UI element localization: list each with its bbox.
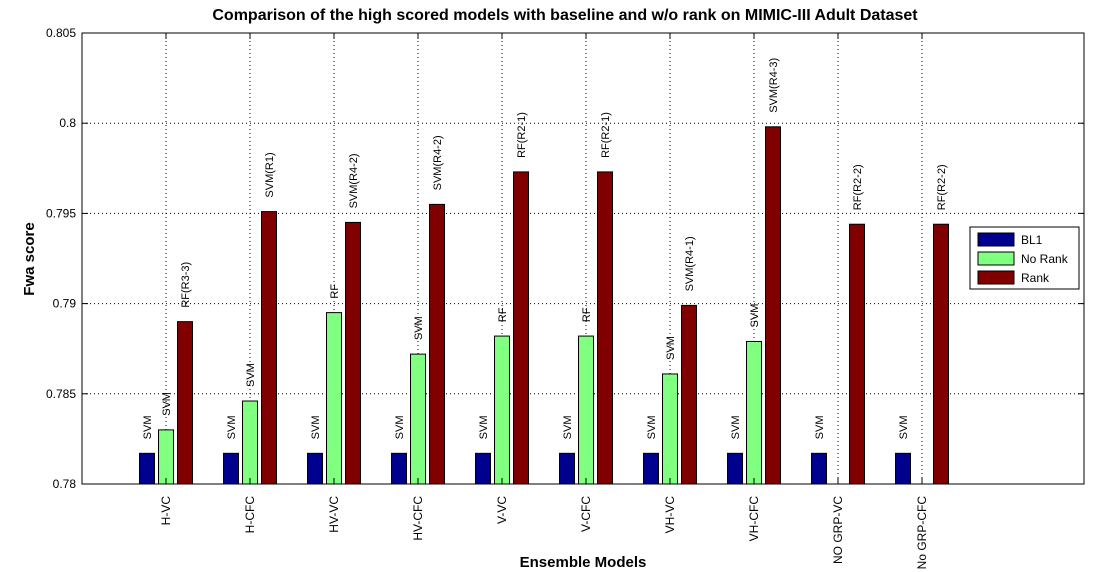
bar: [307, 452, 323, 485]
bar-label: RF: [497, 307, 509, 322]
bar-label: RF(R2-2): [936, 164, 948, 210]
axis-ticks: 0.78 0.785 0.79 0.795 0.8 0.805 H-VC H-CFC HV-VC…: [46, 26, 1084, 569]
bar-label: SVM: [646, 415, 658, 439]
bar-label: SVM: [478, 415, 490, 439]
y-tick-label: 0.805: [46, 26, 76, 40]
bar-labels: SVM SVM SVM SVM SVM SVM SVM SVM SVM SVM SVM SVM RF SV…: [142, 58, 948, 440]
x-tick-label: HV-CFC: [411, 496, 425, 541]
bar-label: SVM: [142, 415, 154, 439]
x-tick-label: NO GRP-VC: [831, 496, 845, 564]
bar: [933, 223, 949, 485]
bar: [475, 452, 491, 485]
bar-label: SVM(R4-2): [432, 135, 444, 190]
bar: [662, 373, 678, 485]
bar: [746, 340, 762, 485]
bar: [261, 211, 277, 485]
bar-label: SVM: [898, 415, 910, 439]
x-tick-label: H-CFC: [243, 496, 257, 534]
legend-entry: No Rank: [1021, 252, 1069, 266]
bar: [895, 452, 911, 485]
bar-label: RF(R2-1): [516, 112, 528, 158]
bar-label: SVM: [749, 304, 761, 328]
bar: [513, 171, 529, 485]
bar-label: RF(R3-3): [180, 262, 192, 308]
x-tick-label: VH-CFC: [747, 496, 761, 542]
bar-label: RF(R2-2): [852, 164, 864, 210]
bar: [391, 452, 407, 485]
bar-label: RF: [581, 307, 593, 322]
bar: [727, 452, 743, 485]
bar: [681, 304, 697, 485]
legend-entry: Rank: [1021, 271, 1050, 285]
bar: [429, 203, 445, 485]
y-tick-label: 0.785: [46, 387, 76, 401]
bar-label: SVM(R4-3): [768, 58, 780, 113]
bar: [559, 452, 575, 485]
x-tick-label: VH-VC: [663, 496, 677, 534]
bar-label: SVM: [226, 415, 238, 439]
bar-label: SVM: [245, 363, 257, 387]
x-tick-label: V-VC: [495, 496, 509, 524]
bar-label: SVM(R1): [264, 152, 276, 197]
bar-label: SVM(R4-1): [684, 236, 696, 291]
bar: [410, 353, 426, 485]
bar: [578, 335, 594, 485]
legend-swatch: [977, 251, 1015, 266]
bar-label: SVM(R4-2): [348, 153, 360, 208]
bar-label: SVM: [394, 415, 406, 439]
bar-label: RF(R2-1): [600, 112, 612, 158]
y-tick-label: 0.78: [53, 477, 77, 491]
y-axis-label: Fwa score: [21, 222, 38, 295]
x-axis-label: Ensemble Models: [520, 554, 647, 571]
bar-label: SVM: [562, 415, 574, 439]
bar-label: RF: [329, 284, 341, 299]
bar-label: SVM: [161, 392, 173, 416]
bar: [597, 171, 613, 485]
bar: [765, 126, 781, 485]
y-tick-label: 0.795: [46, 206, 76, 220]
bar-label: SVM: [665, 336, 677, 360]
bar: [643, 452, 659, 485]
legend-entry: BL1: [1021, 233, 1043, 247]
plot-frame: [81, 32, 1085, 485]
x-tick-label: H-VC: [159, 496, 173, 526]
bar: [345, 221, 361, 485]
bar: [242, 400, 258, 485]
legend-swatch: [977, 232, 1015, 247]
bar: [811, 452, 827, 485]
legend: BL1 No Rank Rank: [969, 226, 1080, 290]
bar-label: SVM: [310, 415, 322, 439]
legend-swatch: [977, 270, 1015, 285]
x-tick-label: HV-VC: [327, 496, 341, 533]
chart-title: Comparison of the high scored models wit…: [212, 7, 918, 24]
x-tick-label: V-CFC: [579, 496, 593, 532]
bar: [494, 335, 510, 485]
bar: [158, 429, 174, 485]
bar: [139, 452, 155, 485]
x-tick-label: No GRP-CFC: [915, 496, 929, 570]
y-tick-label: 0.79: [53, 297, 77, 311]
bar: [177, 321, 193, 485]
bar: [326, 312, 342, 485]
bars: [139, 126, 949, 485]
y-tick-label: 0.8: [59, 116, 76, 130]
bar: [849, 223, 865, 485]
bar-label: SVM: [730, 415, 742, 439]
bar-label: SVM: [413, 316, 425, 340]
bar-label: SVM: [814, 415, 826, 439]
bar: [223, 452, 239, 485]
